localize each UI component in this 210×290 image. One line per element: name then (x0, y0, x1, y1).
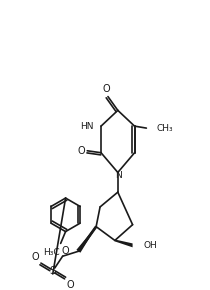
Text: S: S (50, 266, 56, 276)
Text: O: O (77, 146, 85, 156)
Polygon shape (77, 226, 97, 252)
Text: O: O (67, 280, 74, 290)
Polygon shape (76, 226, 96, 253)
Text: CH₃: CH₃ (156, 124, 173, 133)
Text: OH: OH (143, 241, 157, 250)
Text: N: N (116, 171, 122, 180)
Text: O: O (31, 252, 39, 262)
Text: HN: HN (80, 122, 93, 130)
Text: O: O (62, 246, 69, 256)
Text: H₃C: H₃C (43, 248, 60, 257)
Polygon shape (115, 240, 133, 247)
Text: O: O (102, 84, 110, 94)
